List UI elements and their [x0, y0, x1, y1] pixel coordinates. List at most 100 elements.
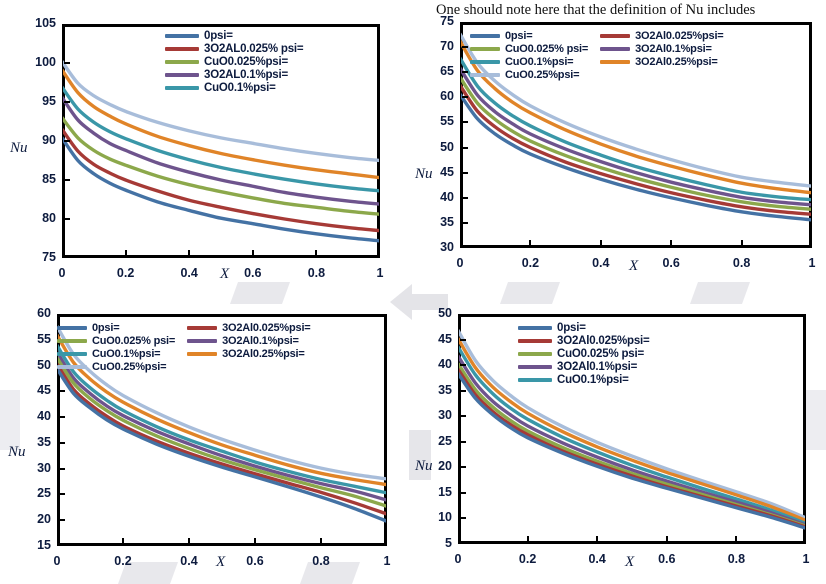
y-axis-tick-label: 90	[42, 133, 56, 147]
legend-color-swatch	[518, 339, 552, 343]
legend-item[interactable]: 3O2AL0.025% psi=	[165, 43, 304, 55]
x-axis-tick-label: 0	[456, 256, 464, 270]
series-line	[58, 325, 386, 481]
legend-item[interactable]: 0psi=	[165, 30, 303, 42]
y-axis-tick-label: 45	[440, 164, 454, 179]
plot-area-bottom-left	[57, 314, 387, 546]
y-axis-tick-label: 55	[37, 331, 51, 346]
x-axis-tick-mark	[251, 250, 254, 256]
legend-item[interactable]: 0psi=	[57, 322, 175, 334]
y-axis-tick-mark	[460, 389, 466, 392]
y-axis-tick-label: 100	[35, 55, 56, 69]
y-axis-tick-label: 60	[37, 306, 51, 320]
y-axis-tick-label: 45	[438, 331, 452, 346]
chart-panel-top-right: 75 70 65 60 55 50 45 40 35 30 0 0.2 0.4 0.6 0.8 1 Nu X 0ps…	[413, 0, 826, 292]
plot-area-top-right	[460, 22, 812, 248]
x-axis-tick-label: 0.6	[662, 256, 680, 270]
y-axis-title: Nu	[415, 458, 433, 474]
legend-color-swatch	[187, 326, 218, 330]
y-axis-tick-mark	[64, 140, 70, 142]
x-axis-tick-mark	[526, 536, 529, 542]
legend-item[interactable]: CuO0.025% psi=	[57, 335, 175, 347]
y-axis-tick-mark	[462, 71, 468, 74]
series-line	[459, 337, 805, 522]
legend-item[interactable]: 3O2Al0.1%psi=	[518, 361, 650, 373]
curve-layer-bottom-left	[58, 325, 386, 523]
x-axis-title: X	[220, 266, 230, 282]
legend-color-swatch	[165, 86, 199, 90]
series-line	[461, 66, 811, 207]
x-axis-tick-label: 0.2	[518, 552, 537, 566]
legend-item-label: 3O2AL0.1%psi=	[204, 69, 289, 81]
series-line	[63, 85, 379, 193]
legend-color-swatch	[165, 73, 199, 77]
legend-item[interactable]: 3O2AL0.1%psi=	[165, 69, 303, 81]
legend-color-swatch	[165, 34, 199, 38]
legend-color-swatch	[600, 34, 631, 38]
legend-item-label: 3O2Al0.1%psi=	[557, 361, 638, 373]
x-axis-tick-mark	[599, 240, 602, 246]
legend-item[interactable]: 3O2Al0.25%psi=	[187, 348, 310, 360]
legend-item[interactable]: 3O2Al0.025%psi=	[600, 30, 724, 42]
y-axis-tick-label: 35	[37, 434, 51, 449]
legend-item[interactable]: 0psi=	[518, 322, 650, 334]
series-line	[461, 39, 811, 195]
y-axis-tick-mark	[462, 196, 468, 199]
legend-item-label: CuO0.1%psi=	[204, 82, 276, 94]
legend-item[interactable]: 3O2Al0.025%psi=	[187, 322, 311, 334]
legend-item-label: CuO0.25%psi=	[505, 69, 580, 81]
legend-item[interactable]: CuO0.1%psi=	[470, 56, 588, 68]
series-line	[58, 333, 386, 487]
series-line	[63, 136, 379, 243]
series-line	[58, 362, 386, 516]
y-axis-tick-mark	[64, 101, 70, 103]
legend-color-swatch	[187, 339, 218, 343]
legend-item[interactable]: CuO0.1%psi=	[165, 82, 303, 94]
series-line	[461, 83, 811, 216]
y-axis-tick-label: 60	[440, 89, 454, 104]
series-line	[58, 356, 386, 508]
x-axis-title: X	[216, 554, 226, 570]
legend-item-label: 3O2Al0.1%psi=	[635, 43, 712, 55]
legend-item[interactable]: CuO0.1%psi=	[518, 374, 650, 386]
legend-item-label: 0psi=	[505, 30, 533, 42]
x-axis-tick-label: 1	[802, 552, 810, 566]
y-axis-tick-mark	[59, 493, 65, 496]
legend-color-swatch	[57, 365, 87, 369]
legend-item[interactable]: CuO0.1%psi=	[57, 348, 175, 360]
x-axis-title: X	[625, 554, 635, 570]
legend-item[interactable]: CuO0.025% psi=	[518, 348, 650, 360]
legend-item-label: CuO0.025% psi=	[92, 335, 176, 347]
legend-color-swatch	[518, 365, 552, 369]
legend-item-label: 0psi=	[92, 322, 120, 334]
x-axis-tick-mark	[254, 538, 256, 544]
x-axis-tick-label: 1	[808, 256, 816, 270]
curve-layer-bottom-right	[459, 329, 805, 530]
x-axis-tick-mark	[596, 536, 599, 542]
legend-item[interactable]: 3O2Al0.25%psi=	[600, 56, 723, 68]
y-axis-tick-label: 35	[438, 382, 452, 397]
y-axis-tick-mark	[64, 218, 70, 220]
legend-item[interactable]: 3O2Al0.025%psi=	[518, 335, 650, 347]
series-line	[58, 344, 386, 495]
y-axis-tick-label: 55	[440, 114, 454, 129]
y-axis-tick-mark	[59, 390, 65, 393]
legend-item[interactable]: CuO0.25%psi=	[57, 361, 175, 373]
legend-color-swatch	[518, 352, 552, 356]
legend-item-label: 3O2Al0.025%psi=	[222, 322, 311, 334]
legend-item[interactable]: 0psi=	[470, 30, 588, 42]
x-axis-tick-label: 0.4	[180, 266, 198, 280]
x-axis-tick-label: 1	[383, 554, 391, 568]
legend-item[interactable]: 3O2Al0.1%psi=	[187, 335, 310, 347]
legend-item[interactable]: CuO0.025% psi=	[470, 43, 588, 55]
legend-item[interactable]: CuO0.025%psi=	[165, 56, 303, 68]
chart-legend: 0psi= 3O2AL0.025% psi= CuO0.025%psi= 3O2AL0…	[165, 30, 304, 94]
x-axis-tick-mark	[122, 538, 124, 544]
y-axis-tick-label: 15	[438, 484, 452, 499]
y-axis-tick-mark	[460, 364, 466, 367]
curve-layer-top-right	[461, 32, 811, 222]
series-line	[461, 92, 811, 222]
legend-item[interactable]: CuO0.25%psi=	[470, 69, 588, 81]
legend-item-label: 3O2AL0.025% psi=	[204, 43, 304, 55]
legend-item[interactable]: 3O2Al0.1%psi=	[600, 43, 723, 55]
